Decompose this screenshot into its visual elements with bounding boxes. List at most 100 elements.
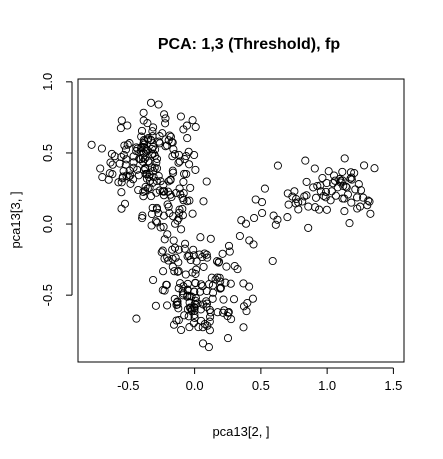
data-point — [284, 200, 293, 209]
data-point — [207, 273, 216, 282]
data-point — [168, 254, 177, 263]
data-point — [239, 279, 248, 288]
data-point — [186, 303, 195, 312]
data-point — [167, 192, 176, 202]
data-point — [242, 307, 251, 316]
data-point — [366, 209, 375, 218]
data-point — [141, 182, 150, 191]
data-point — [365, 197, 374, 206]
data-point — [364, 196, 373, 205]
data-point — [132, 147, 141, 156]
data-point — [168, 262, 177, 271]
data-point — [220, 306, 229, 315]
data-point — [118, 174, 127, 183]
x-tick-label: 0.0 — [186, 378, 204, 393]
data-point — [147, 209, 156, 219]
data-point — [183, 197, 192, 206]
data-point — [188, 209, 197, 218]
data-point — [338, 194, 347, 203]
data-point — [170, 150, 179, 159]
data-point — [107, 149, 116, 158]
data-point — [108, 170, 117, 179]
data-point — [122, 155, 131, 164]
data-point — [152, 176, 161, 186]
data-point — [186, 183, 195, 192]
data-point — [304, 223, 313, 232]
data-point — [152, 188, 161, 197]
data-point — [142, 169, 151, 178]
data-point — [117, 204, 126, 213]
data-point — [203, 253, 212, 262]
data-point — [273, 215, 282, 224]
data-point — [237, 216, 246, 225]
data-point — [147, 163, 156, 172]
chart-title: PCA: 1,3 (Threshold), fp — [158, 36, 340, 53]
data-point — [120, 141, 129, 150]
data-point — [319, 191, 328, 200]
data-point — [202, 177, 211, 186]
data-point — [241, 219, 251, 228]
data-point — [136, 147, 145, 156]
data-point — [163, 200, 172, 209]
data-point — [161, 114, 170, 123]
data-point — [215, 257, 224, 266]
data-point — [340, 207, 349, 216]
data-point — [175, 184, 184, 193]
data-point — [185, 323, 194, 332]
data-point — [196, 233, 205, 242]
data-point — [173, 216, 182, 225]
data-point — [170, 294, 179, 303]
data-point — [269, 211, 278, 220]
data-point — [224, 241, 234, 250]
data-point — [245, 236, 254, 245]
data-point — [235, 231, 244, 241]
data-point — [160, 235, 169, 244]
data-point — [147, 144, 156, 154]
data-point — [180, 169, 189, 178]
x-tick-label: 1.0 — [318, 378, 336, 393]
data-point — [227, 315, 236, 324]
data-point — [110, 152, 119, 161]
data-point — [148, 203, 157, 212]
data-point — [125, 139, 134, 148]
data-point — [139, 192, 148, 201]
data-point — [347, 198, 356, 207]
data-point — [311, 193, 321, 202]
data-point — [163, 141, 172, 150]
data-point — [135, 154, 144, 163]
data-point — [185, 251, 194, 260]
data-point — [152, 205, 162, 214]
y-tick-label: -0.5 — [40, 284, 55, 306]
data-point — [154, 137, 164, 146]
data-point — [117, 188, 126, 197]
data-point — [316, 181, 325, 190]
data-point — [120, 199, 130, 208]
data-point — [174, 267, 183, 276]
data-point — [96, 164, 105, 173]
data-point — [179, 289, 188, 298]
data-point — [219, 295, 228, 304]
data-point — [356, 202, 365, 211]
data-point — [239, 323, 248, 332]
data-point — [191, 296, 200, 305]
data-point — [322, 205, 331, 214]
data-point — [321, 193, 330, 202]
data-point — [169, 320, 179, 329]
data-point — [137, 126, 147, 135]
data-point — [159, 222, 168, 231]
data-points — [87, 98, 379, 352]
data-point — [343, 190, 352, 199]
data-point — [302, 191, 311, 200]
data-point — [160, 254, 169, 263]
data-point — [370, 164, 379, 173]
data-point — [149, 123, 158, 132]
data-point — [340, 154, 349, 163]
data-point — [345, 219, 354, 228]
data-point — [327, 187, 336, 196]
data-point — [173, 267, 182, 276]
data-point — [170, 267, 179, 276]
data-point — [226, 279, 235, 288]
data-point — [321, 187, 331, 196]
data-point — [331, 191, 340, 200]
data-point — [162, 280, 171, 289]
